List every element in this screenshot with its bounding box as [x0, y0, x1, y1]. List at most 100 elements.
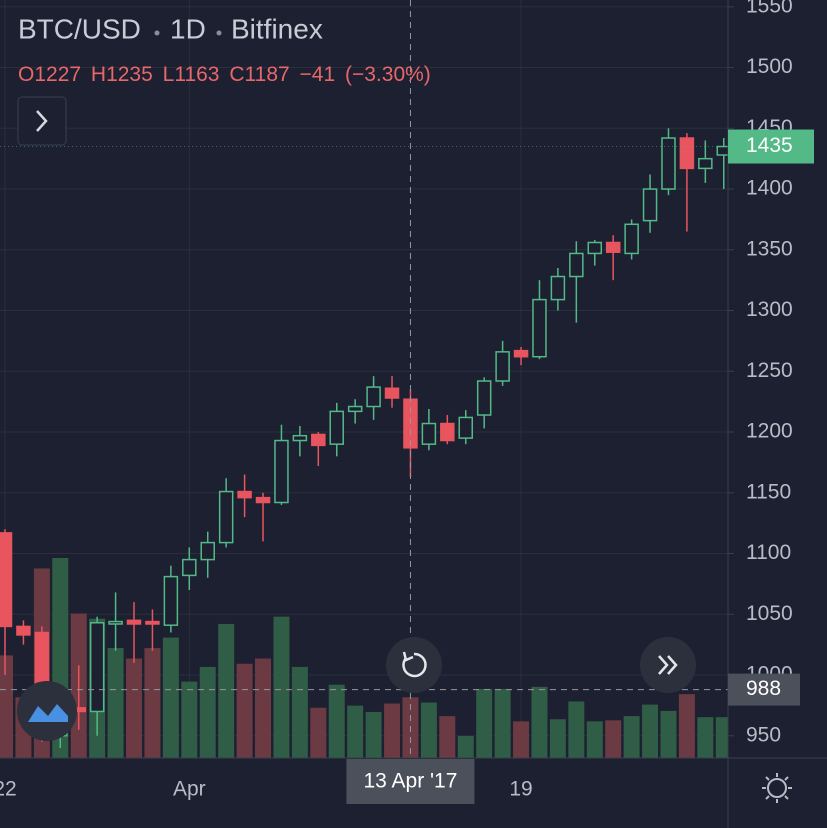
close-value: 1187: [245, 63, 290, 86]
candle-body: [255, 496, 271, 504]
volume-bar: [0, 655, 13, 758]
candle-body: [569, 252, 584, 278]
volume-bar: [347, 705, 364, 758]
crosshair: 13 Apr '17: [0, 0, 728, 804]
y-tick-label: 1200: [746, 420, 793, 443]
candle-body: [458, 416, 473, 439]
logo-icon[interactable]: [28, 704, 68, 722]
reset-icon-arrow[interactable]: [402, 651, 414, 662]
high-letter: H: [91, 63, 106, 86]
candle-body: [384, 387, 400, 399]
y-tick-label: 1400: [746, 177, 793, 200]
volume-bar: [605, 720, 622, 758]
volume-bar: [291, 666, 308, 758]
change-pct: (−3.30%): [345, 63, 431, 86]
y-tick-label: 950: [746, 723, 781, 746]
volume-bar: [126, 658, 143, 758]
crosshair-date-label: 13 Apr '17: [363, 770, 457, 793]
open-value: 1227: [34, 63, 81, 86]
candle-body: [495, 351, 510, 382]
volume-bar: [660, 710, 677, 758]
volume-bar: [697, 717, 714, 758]
candle-body: [716, 145, 728, 156]
candle-body: [532, 298, 547, 358]
volume-bar: [531, 686, 548, 758]
y-tick-label: 1500: [746, 55, 793, 78]
candle-body: [476, 380, 492, 416]
volume-bar: [513, 721, 530, 758]
settings-rays[interactable]: [762, 773, 792, 803]
candle-body: [642, 188, 658, 222]
candle-body: [679, 137, 695, 170]
grid: [0, 0, 728, 758]
volume-bar: [494, 688, 511, 758]
x-tick-label: Apr: [173, 778, 206, 801]
settings-icon[interactable]: [767, 778, 787, 798]
volume-bar: [586, 721, 603, 758]
crosshair-price-label: 988: [746, 677, 781, 700]
volume-bar: [476, 688, 493, 758]
candle-body: [311, 433, 326, 447]
candle-body: [347, 405, 363, 413]
volume-bar: [255, 658, 272, 758]
candle-body: [89, 622, 105, 713]
candle-body: [329, 410, 344, 445]
candle-body: [182, 558, 197, 577]
reset-button[interactable]: [386, 637, 442, 693]
y-tick-label: 1050: [746, 602, 793, 625]
candle-body: [366, 386, 381, 408]
volume-bar: [365, 711, 382, 758]
volume-bar: [310, 707, 327, 758]
candle-body: [513, 349, 529, 358]
separator: [216, 30, 222, 36]
volume-bar: [236, 663, 253, 758]
price-pane: [0, 128, 728, 748]
settings-button[interactable]: [762, 773, 792, 803]
volume-bar: [107, 648, 124, 758]
volume-bar: [328, 684, 345, 758]
logo-circle[interactable]: [17, 681, 77, 741]
y-tick-label: 1100: [746, 541, 791, 564]
expand-icon[interactable]: [36, 110, 48, 132]
crosshair-price-box: [728, 673, 800, 706]
legend-header: BTC/USD 1D Bitfinex: [18, 13, 323, 44]
change: −41: [300, 63, 336, 86]
x-tick-label: 19: [509, 778, 532, 801]
y-tick-label: 1150: [746, 480, 791, 503]
candle-body: [163, 575, 179, 626]
candle-body: [698, 157, 713, 170]
candle-body: [145, 620, 160, 625]
expand-button-box[interactable]: [17, 96, 67, 146]
candle-body: [108, 620, 123, 625]
open-letter: O: [18, 63, 34, 86]
candle-body: [605, 241, 621, 253]
candle-body: [292, 434, 308, 442]
crosshair-date-box: [346, 759, 475, 804]
symbol: BTC/USD: [18, 13, 141, 44]
volume-bar: [384, 703, 401, 758]
logo-button[interactable]: [17, 681, 77, 741]
candle-body: [587, 241, 603, 255]
interval: 1D: [170, 13, 206, 44]
ohlc-line: O1227 H1235 L1163 C1187 −41 (−3.30%): [18, 63, 431, 86]
separator: [154, 30, 160, 36]
scroll-right-button[interactable]: [640, 637, 696, 693]
volume-bar: [144, 648, 161, 758]
y-tick-label: 1300: [746, 298, 793, 321]
exchange: Bitfinex: [231, 13, 323, 44]
scroll-right-icon[interactable]: [658, 655, 678, 675]
y-tick-label: 1250: [746, 359, 793, 382]
candle-body: [550, 275, 566, 301]
volume-bar: [162, 637, 179, 758]
volume-bar: [273, 616, 290, 758]
candle-body: [16, 625, 31, 636]
candle-body: [0, 532, 13, 628]
reset-icon[interactable]: [402, 652, 427, 678]
reset-button-circle[interactable]: [386, 637, 442, 693]
volume-bar: [181, 681, 198, 758]
candle-body: [237, 490, 252, 499]
candle-body: [661, 137, 676, 190]
x-tick-label: 22: [0, 778, 17, 801]
expand-button[interactable]: [17, 96, 67, 146]
